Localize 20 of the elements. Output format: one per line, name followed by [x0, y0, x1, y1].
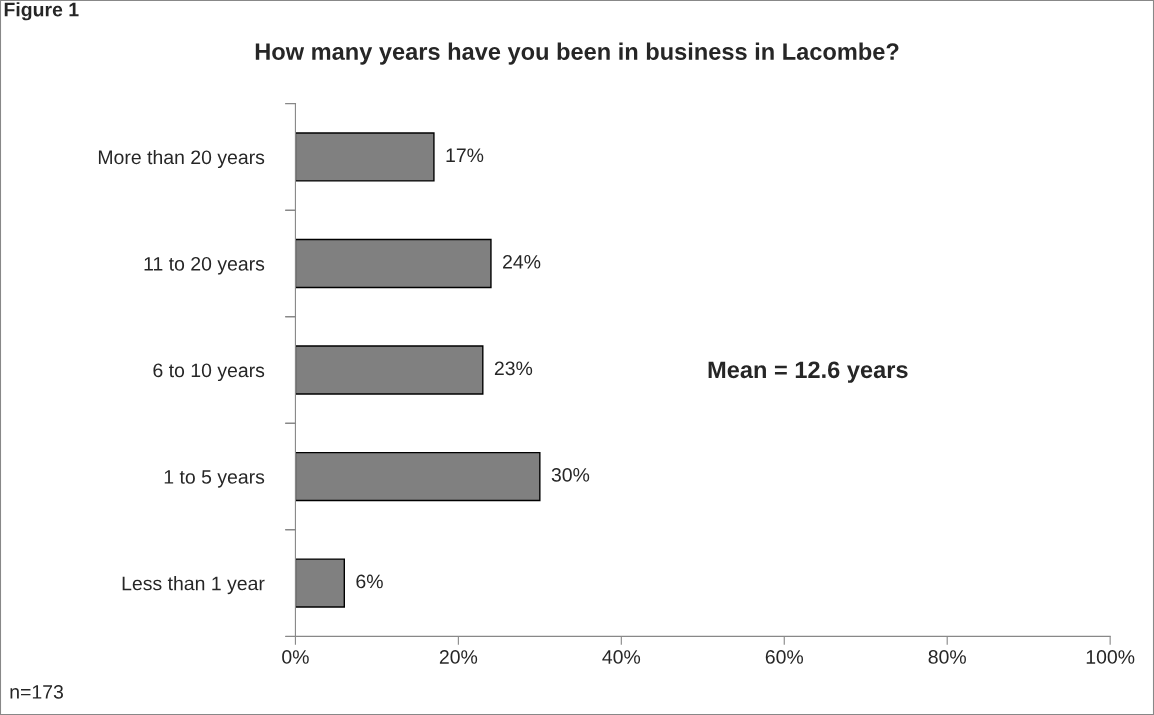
data-label: 23%	[494, 361, 533, 376]
y-tick-label: 1 to 5 years	[164, 470, 265, 488]
annotation: Mean = 12.6 years	[708, 361, 908, 383]
y-tick-label: 6 to 10 years	[153, 363, 265, 382]
chart-title: How many years have you been in business in Lacombe?	[255, 42, 899, 65]
x-tick-label: 60%	[765, 650, 804, 664]
data-label: 30%	[551, 468, 590, 482]
data-label: 17%	[446, 148, 484, 163]
y-tick-label: More than 20 years	[98, 149, 265, 169]
x-tick-label: 0%	[282, 650, 309, 664]
text: n=173	[10, 685, 63, 699]
data-label: 6%	[356, 574, 383, 589]
x-tick-label: 40%	[602, 650, 641, 664]
y-tick-label: Less than 1 year	[122, 576, 265, 595]
x-tick-label: 20%	[439, 650, 478, 664]
x-tick-label: 100%	[1086, 650, 1135, 664]
y-tick-label: 11 to 20 years	[144, 256, 265, 275]
data-label: 24%	[503, 254, 541, 269]
x-tick-label: 80%	[928, 650, 966, 664]
caption: Figure 1	[4, 2, 79, 21]
